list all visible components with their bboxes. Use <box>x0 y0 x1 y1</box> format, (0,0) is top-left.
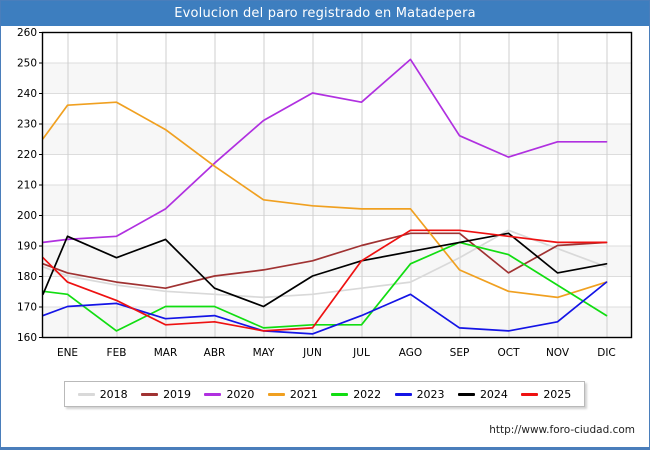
legend-item-2022[interactable]: 2022 <box>331 388 381 401</box>
y-axis-tick-label: 200 <box>17 210 37 222</box>
x-axis-tick-label: AGO <box>399 347 422 359</box>
plot-band <box>43 245 631 276</box>
series-line-2024 <box>42 232 608 308</box>
x-axis-tick-label: MAR <box>154 347 178 359</box>
legend-item-2018[interactable]: 2018 <box>77 387 128 401</box>
legend-item-2020[interactable]: 2020 <box>204 388 254 401</box>
legend-item-label: 2021 <box>289 387 318 401</box>
series-line-2018 <box>42 229 608 299</box>
x-axis-tick-label: OCT <box>497 347 520 359</box>
y-axis-tick-label: 180 <box>17 271 37 283</box>
x-axis-tick-label: NOV <box>546 347 570 359</box>
series-line-2022 <box>42 241 608 332</box>
x-axis-tick-label: JUN <box>302 347 322 359</box>
plot-band <box>43 62 631 93</box>
window-title-bar: Evolucion del paro registrado en Matadep… <box>1 1 649 26</box>
series-line-2025 <box>42 229 608 332</box>
legend-item-label: 2020 <box>226 387 255 401</box>
plot-gridlines <box>43 32 631 337</box>
legend-swatch-icon <box>331 392 349 396</box>
page-title: Evolucion del paro registrado en Matadep… <box>174 6 476 21</box>
y-axis-tick-label: 240 <box>17 88 37 100</box>
y-axis-tick-label: 260 <box>17 27 37 39</box>
legend-item-2025[interactable]: 2025 <box>521 388 571 401</box>
legend-item-label: 2025 <box>543 387 572 401</box>
footer-divider <box>1 447 649 449</box>
legend-swatch-icon <box>457 392 475 396</box>
y-axis-tick-label: 210 <box>17 180 37 192</box>
line-chart-svg: 160 170 180 190 200 210 220 230 240 250 260 ENE FEB… <box>17 27 633 359</box>
x-axis-tick-labels: ENE FEB MAR ABR MAY JUN JUL AGO SEP OCT NOV DIC <box>57 347 616 359</box>
legend-item-2024[interactable]: 2024 <box>457 387 508 401</box>
legend-item-2021[interactable]: 2021 <box>267 387 318 401</box>
y-axis-tick-label: 250 <box>17 58 37 70</box>
x-axis-tick-label: SEP <box>450 347 470 359</box>
y-axis-tick-label: 230 <box>17 119 37 131</box>
x-axis-tick-label: FEB <box>107 347 127 359</box>
chart-legend: 2018 2019 2020 2021 2022 2023 2024 2025 <box>64 381 585 407</box>
y-axis-tick-labels: 160 170 180 190 200 210 220 230 240 250 260 <box>17 27 43 344</box>
x-axis-tick-label: ENE <box>57 347 78 359</box>
plot-band <box>43 123 631 154</box>
y-axis-tick-label: 190 <box>17 241 37 253</box>
source-url-label: http://www.foro-ciudad.com <box>489 424 635 436</box>
legend-item-label: 2022 <box>353 387 382 401</box>
legend-swatch-icon <box>394 392 412 396</box>
y-axis-tick-label: 170 <box>17 302 37 314</box>
plot-background-bands <box>43 62 631 337</box>
legend-swatch-icon <box>204 392 222 396</box>
legend-item-2019[interactable]: 2019 <box>141 388 191 401</box>
legend-swatch-icon <box>267 392 285 396</box>
series-line-2021 <box>42 101 608 299</box>
legend-swatch-icon <box>521 392 539 396</box>
plot-frame-border <box>41 31 633 339</box>
legend-item-label: 2023 <box>416 387 445 401</box>
legend-swatch-icon <box>77 392 95 396</box>
series-line-2023 <box>42 281 608 335</box>
x-axis-tick-label: DIC <box>597 347 616 359</box>
y-axis-tick-label: 220 <box>17 149 37 161</box>
legend-swatch-icon <box>141 392 159 396</box>
legend-item-2023[interactable]: 2023 <box>394 387 445 401</box>
legend-item-label: 2018 <box>99 387 128 401</box>
chart-plot-region: 160 170 180 190 200 210 220 230 240 250 260 ENE FEB… <box>1 26 649 371</box>
data-series-group <box>42 58 608 335</box>
series-line-2019 <box>42 232 608 290</box>
x-axis-tick-label: ABR <box>204 347 226 359</box>
legend-item-label: 2024 <box>479 387 508 401</box>
legend-item-label: 2019 <box>163 387 192 401</box>
x-axis-tick-label: MAY <box>253 347 275 359</box>
series-line-2020 <box>42 58 608 244</box>
x-axis-tick-label: JUL <box>352 347 370 359</box>
plot-band <box>43 184 631 215</box>
plot-band <box>43 306 631 337</box>
y-axis-tick-label: 160 <box>17 332 37 344</box>
